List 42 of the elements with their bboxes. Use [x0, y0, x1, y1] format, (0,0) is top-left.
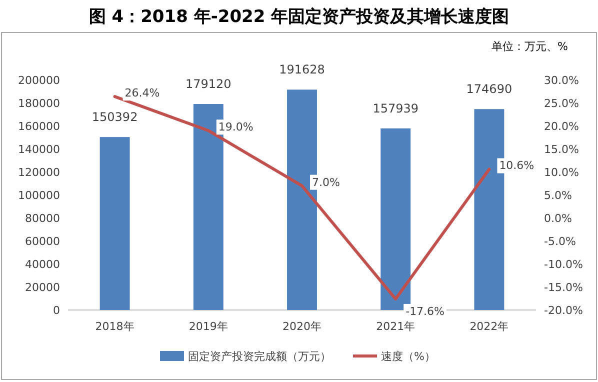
x-tick-label: 2021年 [376, 320, 416, 333]
y-tick-label: 180000 [18, 97, 60, 110]
y-tick-label: 20000 [25, 281, 60, 294]
y2-tick-label: 15.0% [544, 143, 579, 156]
y2-tick-label: 30.0% [544, 74, 579, 87]
data-label: 10.6% [499, 159, 534, 172]
y2-tick-label: 20.0% [544, 120, 579, 133]
y-tick-label: 140000 [18, 143, 60, 156]
y-tick-label: 100000 [18, 189, 60, 202]
y2-tick-label: -5.0% [544, 235, 576, 248]
y-tick-label: 0 [53, 304, 60, 317]
y2-tick-label: -10.0% [544, 258, 583, 271]
y2-tick-label: 0.0% [544, 212, 572, 225]
bar [100, 137, 130, 310]
y-tick-label: 160000 [18, 120, 60, 133]
legend-label: 速度（%） [381, 350, 436, 363]
y-tick-label: 200000 [18, 74, 60, 87]
chart-subtitle: 单位：万元、% [492, 40, 568, 53]
x-tick-label: 2018年 [95, 320, 134, 333]
x-tick-label: 2019年 [188, 320, 228, 333]
y-tick-label: 40000 [25, 258, 60, 271]
data-label: 19.0% [218, 120, 254, 134]
y-tick-label: 120000 [18, 166, 60, 179]
data-label: 174690 [466, 82, 512, 96]
x-tick-label: 2020年 [282, 320, 322, 333]
legend-label: 固定资产投资完成额（万元） [188, 350, 331, 363]
data-label: 26.4% [124, 86, 160, 100]
y2-tick-label: 10.0% [544, 166, 579, 179]
data-label: 191628 [279, 62, 325, 77]
data-label: 157939 [372, 101, 419, 116]
data-label: 179120 [185, 77, 232, 92]
y2-tick-label: -15.0% [544, 281, 583, 294]
x-tick-label: 2022年 [470, 320, 509, 333]
y2-tick-label: 5.0% [544, 189, 572, 202]
y-tick-label: 60000 [25, 235, 60, 248]
data-label: -17.6% [406, 304, 445, 318]
data-label: 150392 [92, 110, 138, 124]
chart-title: 图 4：2018 年-2022 年固定资产投资及其增长速度图 [88, 7, 510, 27]
y2-tick-label: 25.0% [544, 97, 579, 110]
y2-tick-label: -20.0% [544, 304, 583, 317]
data-label: 7.0% [312, 176, 340, 189]
y-tick-label: 80000 [25, 212, 60, 225]
